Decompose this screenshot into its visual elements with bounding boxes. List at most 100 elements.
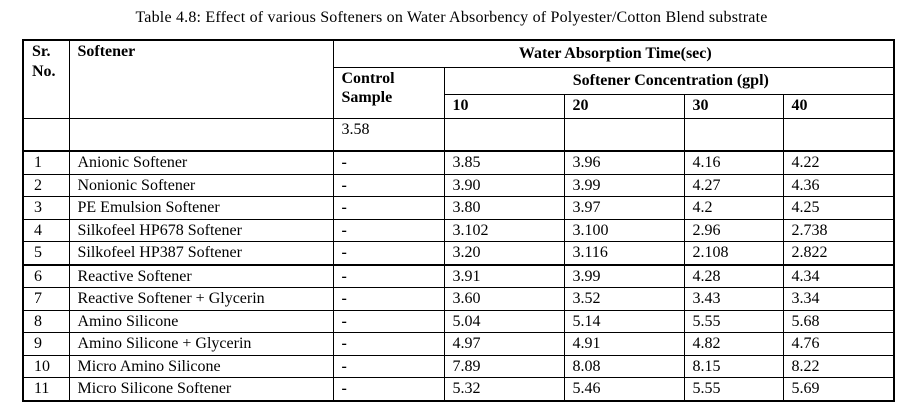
cell-value-30gpl: 5.55: [683, 309, 784, 334]
cell-sr-no: 11: [22, 377, 70, 402]
cell-sr-no: 10: [22, 354, 70, 379]
cell-value-30gpl: 2.108: [683, 241, 784, 266]
cell-value-30gpl: 3.43: [683, 287, 784, 311]
cell-value-20gpl: 3.99: [563, 264, 685, 289]
cell-control-value: -: [332, 150, 445, 175]
cell-value-40gpl: 4.36: [782, 173, 895, 198]
cell-sr-no: 2: [22, 173, 70, 198]
cell-softener-name: Reactive Softener: [68, 264, 334, 289]
cell-sr-no: 4: [22, 218, 70, 243]
cell-softener-name: Micro Silicone Softener: [68, 377, 334, 402]
cell-softener-name: Micro Amino Silicone: [68, 354, 334, 379]
cell-value-40gpl: 5.69: [782, 377, 895, 402]
table-row: 8 Amino Silicone - 5.04 5.14 5.55 5.68: [22, 309, 895, 334]
cell-value-30gpl: 8.15: [683, 354, 784, 379]
control-sample-value: 3.58: [332, 117, 445, 152]
cell-value-20gpl: 5.46: [563, 377, 685, 402]
cell-control-value: -: [332, 354, 445, 379]
cell-sr-no: 3: [22, 196, 70, 220]
header-row-3: 10 20 30 40: [23, 93, 895, 119]
header-sr-no: Sr. No.: [22, 39, 70, 119]
cell-value-40gpl: 4.34: [782, 264, 895, 289]
cell-value-40gpl: 8.22: [782, 354, 895, 379]
empty-cell: [443, 117, 565, 152]
cell-value-40gpl: 4.76: [782, 332, 895, 356]
table-row: 7 Reactive Softener + Glycerin - 3.60 3.…: [22, 287, 895, 311]
cell-softener-name: Amino Silicone: [68, 309, 334, 334]
cell-value-10gpl: 5.04: [443, 309, 565, 334]
cell-value-30gpl: 4.82: [683, 332, 784, 356]
cell-value-20gpl: 3.96: [563, 150, 685, 175]
empty-cell: [22, 117, 70, 152]
cell-value-30gpl: 5.55: [683, 377, 784, 402]
cell-softener-name: Amino Silicone + Glycerin: [68, 332, 334, 356]
cell-softener-name: Silkofeel HP387 Softener: [68, 241, 334, 266]
cell-value-40gpl: 5.68: [782, 309, 895, 334]
cell-sr-no: 6: [22, 264, 70, 289]
cell-value-10gpl: 7.89: [443, 354, 565, 379]
cell-value-10gpl: 3.90: [443, 173, 565, 198]
table-row: 3 PE Emulsion Softener - 3.80 3.97 4.2 4…: [22, 196, 895, 220]
cell-sr-no: 8: [22, 309, 70, 334]
cell-softener-name: Reactive Softener + Glycerin: [68, 287, 334, 311]
table-row: 6 Reactive Softener - 3.91 3.99 4.28 4.3…: [22, 264, 895, 289]
cell-value-10gpl: 3.20: [443, 241, 565, 266]
cell-value-30gpl: 4.2: [683, 196, 784, 220]
table-row: 9 Amino Silicone + Glycerin - 4.97 4.91 …: [22, 332, 895, 356]
cell-control-value: -: [332, 309, 445, 334]
cell-value-30gpl: 4.27: [683, 173, 784, 198]
empty-cell: [68, 117, 334, 152]
cell-value-10gpl: 3.60: [443, 287, 565, 311]
cell-value-20gpl: 8.08: [563, 354, 685, 379]
cell-value-10gpl: 4.97: [443, 332, 565, 356]
header-row-1: Sr. No. Softener Water Absorption Time(s…: [22, 39, 895, 119]
cell-value-20gpl: 3.52: [563, 287, 685, 311]
cell-softener-name: Silkofeel HP678 Softener: [68, 218, 334, 243]
cell-value-40gpl: 4.25: [782, 196, 895, 220]
cell-value-30gpl: 4.28: [683, 264, 784, 289]
cell-control-value: -: [332, 241, 445, 266]
cell-control-value: -: [332, 377, 445, 402]
header-softener: Softener: [68, 39, 334, 119]
cell-softener-name: PE Emulsion Softener: [68, 196, 334, 220]
header-concentration-20: 20: [563, 93, 685, 119]
cell-value-40gpl: 3.34: [782, 287, 895, 311]
cell-value-10gpl: 5.32: [443, 377, 565, 402]
cell-control-value: -: [332, 196, 445, 220]
cell-control-value: -: [332, 218, 445, 243]
cell-value-20gpl: 3.99: [563, 173, 685, 198]
cell-control-value: -: [332, 332, 445, 356]
cell-value-20gpl: 4.91: [563, 332, 685, 356]
header-concentration-30: 30: [683, 93, 784, 119]
table-row: 10 Micro Amino Silicone - 7.89 8.08 8.15…: [22, 354, 895, 379]
cell-value-20gpl: 3.116: [563, 241, 685, 266]
cell-value-20gpl: 3.97: [563, 196, 685, 220]
cell-sr-no: 1: [22, 150, 70, 175]
cell-value-30gpl: 4.16: [683, 150, 784, 175]
table-row: 11 Micro Silicone Softener - 5.32 5.46 5…: [22, 377, 895, 402]
control-value-row: 3.58: [22, 117, 895, 152]
table-caption: Table 4.8: Effect of various Softeners o…: [135, 9, 768, 26]
cell-sr-no: 5: [22, 241, 70, 266]
cell-control-value: -: [332, 173, 445, 198]
header-control-sample: Control Sample: [332, 66, 445, 119]
cell-control-value: -: [332, 287, 445, 311]
empty-cell: [563, 117, 685, 152]
cell-value-10gpl: 3.91: [443, 264, 565, 289]
cell-value-30gpl: 2.96: [683, 218, 784, 243]
header-concentration-40: 40: [782, 93, 895, 119]
empty-cell: [683, 117, 784, 152]
cell-value-40gpl: 2.822: [782, 241, 895, 266]
cell-softener-name: Anionic Softener: [68, 150, 334, 175]
water-absorbency-table: Sr. No. Softener Water Absorption Time(s…: [22, 39, 896, 402]
cell-value-20gpl: 5.14: [563, 309, 685, 334]
cell-value-10gpl: 3.80: [443, 196, 565, 220]
cell-value-10gpl: 3.85: [443, 150, 565, 175]
cell-value-20gpl: 3.100: [563, 218, 685, 243]
table-row: 4 Silkofeel HP678 Softener - 3.102 3.100…: [22, 218, 895, 243]
cell-sr-no: 7: [22, 287, 70, 311]
cell-control-value: -: [332, 264, 445, 289]
cell-softener-name: Nonionic Softener: [68, 173, 334, 198]
header-water-absorption-time: Water Absorption Time(sec): [332, 39, 895, 68]
